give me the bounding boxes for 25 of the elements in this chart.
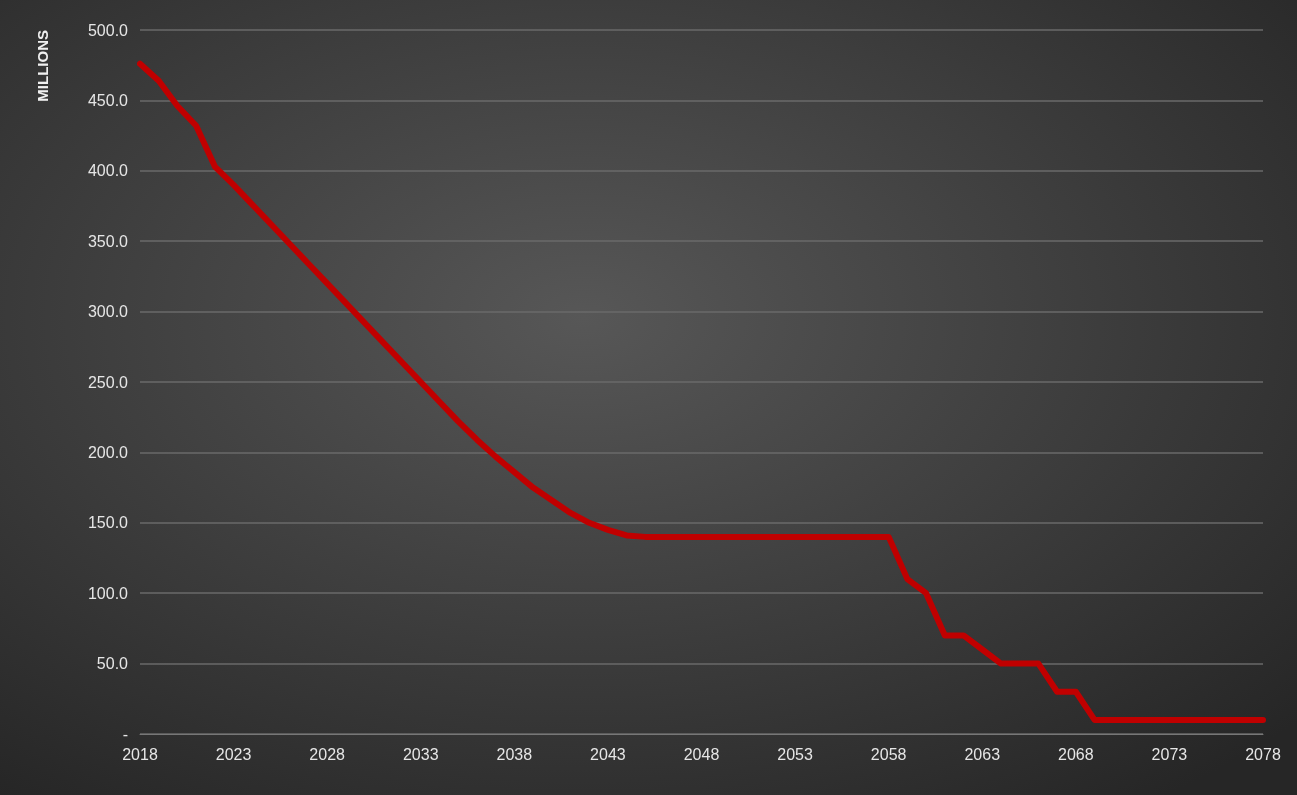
x-tick-label: 2033 — [402, 745, 439, 763]
y-tick-label: 500.0 — [87, 21, 129, 39]
x-tick-label: 2038 — [496, 745, 533, 763]
y-tick-label: 50.0 — [96, 655, 129, 673]
y-tick-label: 300.0 — [87, 303, 129, 321]
x-tick-label: 2048 — [683, 745, 720, 763]
x-tick-label: 2028 — [309, 745, 346, 763]
y-tick-label: 250.0 — [87, 373, 129, 391]
y-tick-label: 350.0 — [87, 232, 129, 250]
x-tick-label: 2018 — [122, 745, 158, 763]
x-tick-label: 2043 — [590, 745, 626, 763]
y-tick-label: 150.0 — [87, 514, 129, 532]
x-tick-label: 2058 — [870, 745, 907, 763]
x-tick-label: 2053 — [777, 745, 813, 763]
x-tick-label: 2068 — [1058, 745, 1094, 763]
y-tick-label: 400.0 — [87, 162, 129, 180]
y-tick-label: 200.0 — [87, 443, 129, 461]
x-tick-label: 2078 — [1245, 745, 1281, 763]
x-tick-label: 2023 — [215, 745, 252, 763]
y-axis-title: MILLIONS — [34, 30, 51, 102]
x-tick-label: 2073 — [1151, 745, 1188, 763]
x-tick-label: 2063 — [964, 745, 1001, 763]
y-tick-label: 450.0 — [87, 91, 129, 109]
y-tick-label: 100.0 — [87, 584, 129, 602]
y-tick-label: - — [122, 725, 128, 743]
